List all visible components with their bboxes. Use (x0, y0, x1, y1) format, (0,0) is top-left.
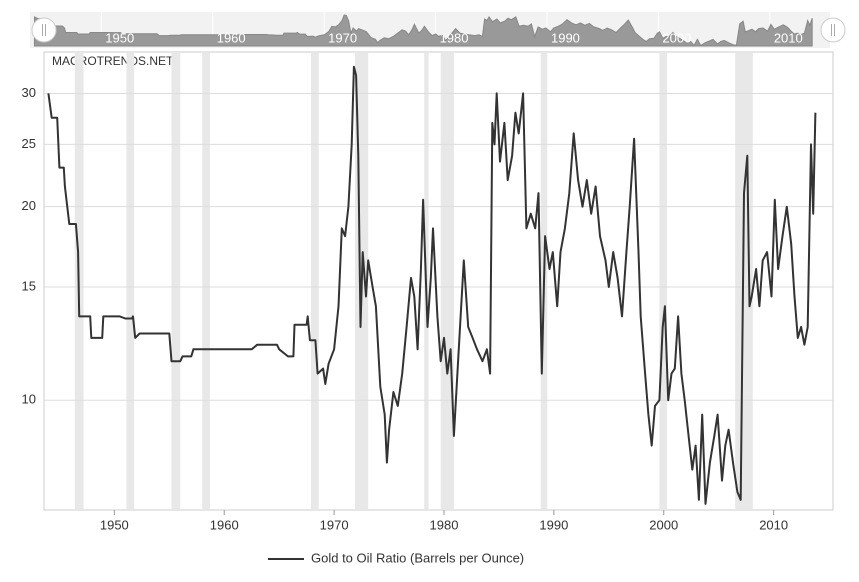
navigator-label: 1970 (328, 30, 357, 45)
x-tick-label: 1960 (210, 517, 239, 532)
y-tick-label: 10 (22, 392, 36, 407)
shaded-period (171, 53, 181, 509)
navigator-label: 1990 (551, 30, 580, 45)
x-tick-label: 1970 (320, 517, 349, 532)
navigator-handle[interactable] (31, 17, 57, 43)
x-tick-label: 2010 (759, 517, 788, 532)
legend: Gold to Oil Ratio (Barrels per Ounce) (268, 550, 524, 565)
y-tick-label: 15 (22, 278, 36, 293)
watermark: MACROTRENDS.NET (52, 54, 174, 68)
shaded-period (311, 53, 319, 509)
x-tick-label: 1950 (100, 517, 129, 532)
x-tick-label: 2000 (649, 517, 678, 532)
y-tick-label: 30 (22, 85, 36, 100)
shaded-period (440, 53, 454, 509)
shaded-period (202, 53, 210, 509)
plot-area (43, 51, 834, 511)
navigator-label: 2010 (774, 30, 803, 45)
x-tick-label: 1980 (430, 517, 459, 532)
legend-label: Gold to Oil Ratio (Barrels per Ounce) (311, 550, 524, 565)
navigator-area (33, 14, 813, 47)
x-tick-label: 1990 (539, 517, 568, 532)
navigator-label: 1950 (105, 30, 134, 45)
navigator-label: 1960 (217, 30, 246, 45)
shaded-period (659, 53, 668, 509)
y-tick-label: 20 (22, 198, 36, 213)
navigator-label: 1980 (440, 30, 469, 45)
navigator-handle[interactable] (820, 17, 846, 43)
shaded-period (126, 53, 135, 509)
series-line (47, 65, 817, 505)
navigator-label: 2000 (662, 30, 691, 45)
y-tick-label: 25 (22, 136, 36, 151)
